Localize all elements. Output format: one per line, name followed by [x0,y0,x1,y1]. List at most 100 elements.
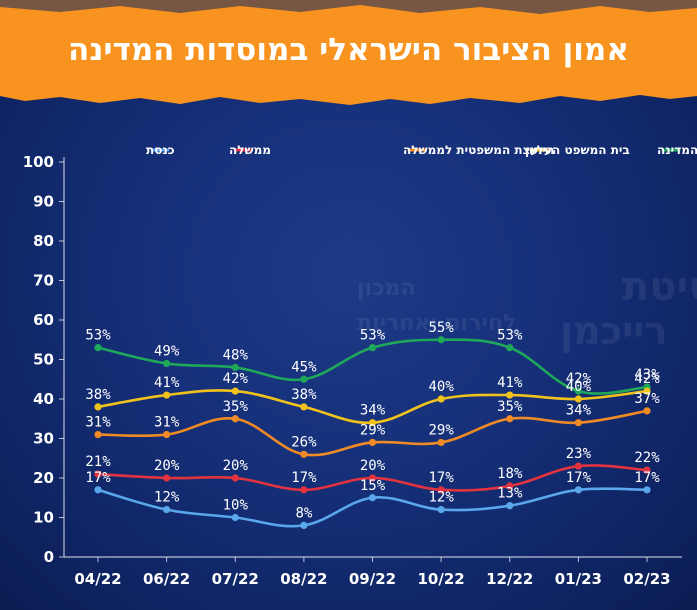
x-tick-label: 10/22 [418,570,465,588]
data-label: 17% [85,470,111,486]
data-label: 12% [428,490,454,506]
data-label: 10% [223,498,249,514]
y-tick-label: 0 [44,548,54,566]
watermark: אוניברסיטת רייכמן המכון לחירות ואחריות [357,264,697,353]
data-point [437,506,445,514]
data-point [231,415,239,423]
watermark-line3: המכון [357,276,416,301]
data-point [437,395,445,403]
data-label: 20% [223,458,249,474]
watermark-line2: רייכמן [560,309,667,353]
data-point [643,466,651,474]
data-point [163,506,171,514]
data-point [300,375,308,383]
watermark-line1: אוניברסיטת [622,264,697,310]
x-tick-label: 02/23 [623,570,670,588]
data-point [574,419,582,427]
data-point [231,387,239,395]
y-tick-label: 10 [33,509,54,527]
data-point [574,395,582,403]
data-point [574,462,582,470]
legend-label: כנסת [146,143,175,157]
data-label: 12% [154,490,180,506]
banner-brush-shape [0,0,697,105]
x-tick-label: 08/22 [280,570,327,588]
data-label: 41% [497,375,523,391]
data-label: 17% [291,470,317,486]
chart-axes: 0 10 20 30 40 50 60 70 80 90 100 04/22 06/22 07/22 08/… [23,153,682,588]
data-point [163,474,171,482]
data-point [437,486,445,494]
data-label: 49% [154,343,180,359]
data-point [437,438,445,447]
data-label: 26% [291,434,317,450]
data-point [94,470,102,478]
data-label: 53% [360,328,386,344]
data-label: 40% [566,379,592,395]
data-label: 34% [360,403,386,419]
data-label: 31% [85,415,111,431]
data-point [368,438,377,447]
data-label: 38% [291,387,317,403]
data-label: 29% [360,422,386,438]
data-label: 53% [497,328,523,344]
data-label: 42% [566,371,592,387]
data-point [437,336,445,344]
x-tick-label: 01/23 [555,570,602,588]
data-point [300,450,308,458]
y-tick-label: 40 [33,390,54,408]
data-point [506,391,514,399]
data-label: 23% [566,446,592,462]
chart-points [94,336,651,530]
data-label: 20% [360,458,386,474]
data-point [94,344,102,352]
data-point [163,430,171,439]
data-point [368,344,377,352]
y-tick-label: 70 [33,272,54,290]
data-label: 34% [566,403,592,419]
y-tick-label: 60 [33,311,54,329]
legend-label: ממשלה [229,143,271,157]
data-point [643,407,651,415]
legend-label: בית המשפט העליון [525,143,630,157]
watermark-line4: לחירות ואחריות [357,311,516,336]
data-label: 35% [497,399,523,415]
y-tick-label: 100 [23,153,54,171]
y-tick-label: 90 [33,193,54,211]
data-point [506,502,514,510]
title-banner [0,0,697,105]
data-point [643,387,651,395]
data-point [94,403,102,411]
data-point [231,474,239,482]
data-label: 18% [497,466,523,482]
data-point [368,419,377,427]
y-tick-label: 20 [33,469,54,487]
data-label: 15% [360,478,386,494]
y-tick-label: 50 [33,351,54,369]
data-label: 17% [566,470,592,486]
data-label: 38% [85,387,111,403]
x-tick-label: 06/22 [143,570,190,588]
banner-brush-top [0,0,697,14]
data-label: 22% [634,450,660,466]
data-label: 37% [634,391,660,407]
data-point [506,415,514,423]
data-label: 29% [428,422,454,438]
data-point [574,387,582,395]
data-point [94,430,102,439]
data-point [231,363,239,371]
data-point [231,513,239,522]
data-label: 42% [223,371,249,387]
x-tick-label: 12/22 [486,570,533,588]
data-label: 42% [634,371,660,387]
data-label: 17% [428,470,454,486]
data-label: 55% [428,320,454,336]
data-point [300,486,308,494]
data-point [163,391,171,399]
chart-data-labels: 53%49% 48%45%53% 55% 53%42% 43%38%41% 42%38%3… [85,320,660,522]
data-point [574,486,582,494]
data-point [94,486,102,494]
data-point [300,521,308,530]
